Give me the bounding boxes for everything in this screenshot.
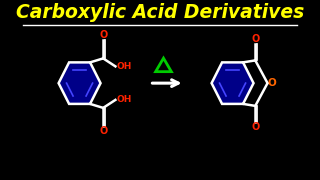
Text: O: O	[99, 126, 107, 136]
Polygon shape	[212, 62, 253, 104]
Text: Carboxylic Acid Derivatives: Carboxylic Acid Derivatives	[16, 3, 304, 22]
Text: OH: OH	[116, 95, 132, 104]
Polygon shape	[59, 62, 100, 104]
Text: OH: OH	[116, 62, 132, 71]
Text: O: O	[251, 34, 260, 44]
Text: O: O	[268, 78, 276, 88]
Text: O: O	[251, 122, 260, 132]
Text: O: O	[99, 30, 107, 40]
